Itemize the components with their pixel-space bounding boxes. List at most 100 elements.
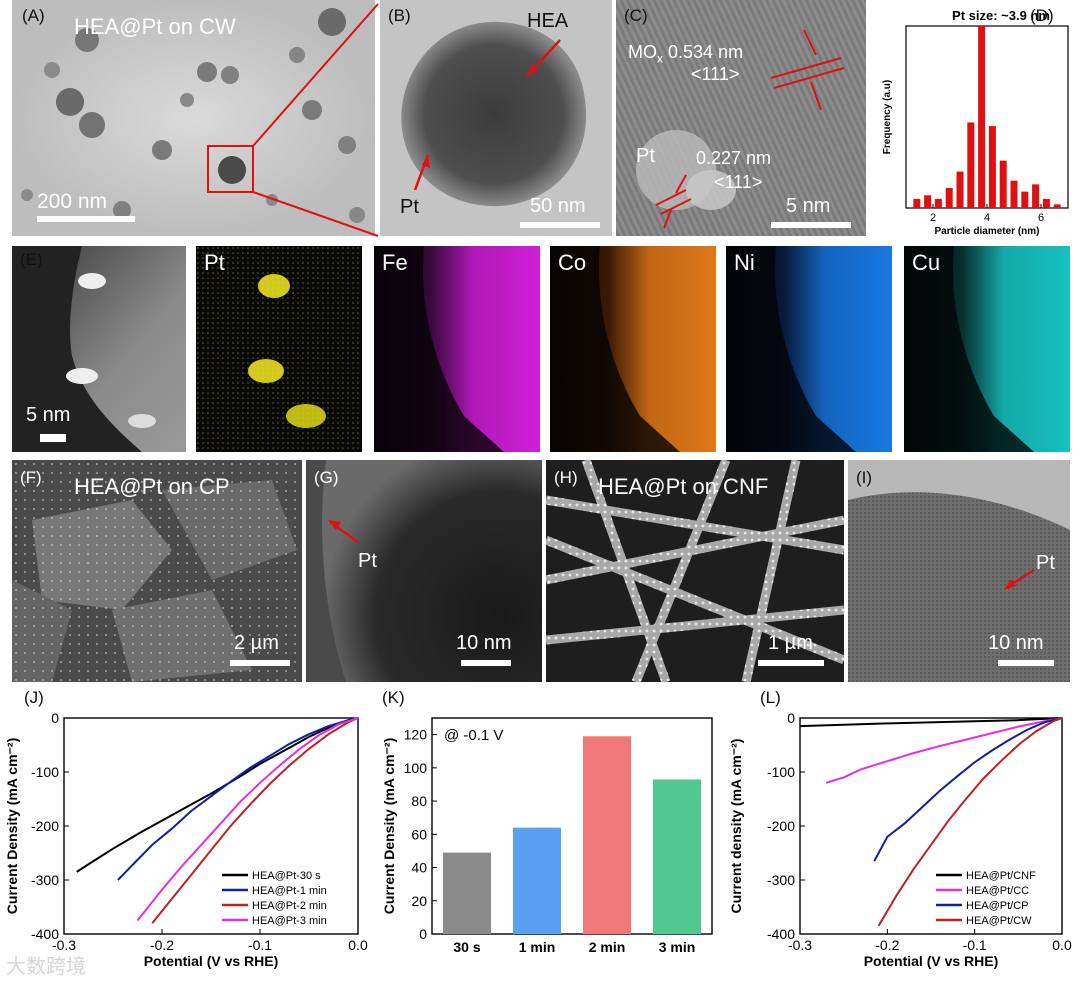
y-tick-label: 0 <box>419 926 427 942</box>
mox-label: MOx 0.534 nm <box>628 42 744 66</box>
chart-title: Pt size: ~3.9 nm <box>952 8 1050 23</box>
x-tick-label: 0.0 <box>1052 937 1072 953</box>
panel-b-tem-image: (B) HEA Pt 50 nm <box>380 0 612 236</box>
y-tick-label: 0 <box>787 710 795 726</box>
series-line <box>76 717 359 873</box>
histogram-bar <box>956 171 964 208</box>
zoom-box <box>207 145 254 193</box>
x-tick-label: 0.0 <box>348 937 368 953</box>
panel-label: (L) <box>760 688 781 707</box>
legend-label: HEA@Pt-30 s <box>252 870 321 882</box>
series-line <box>825 717 1063 784</box>
scale-bar <box>998 660 1054 666</box>
x-axis-label: Potential (V vs RHE) <box>864 953 999 969</box>
bar <box>583 736 631 934</box>
histogram-bar <box>1042 198 1050 208</box>
y-tick-label: 100 <box>404 760 428 776</box>
histogram-bar <box>913 198 921 208</box>
panel-title: HEA@Pt on CNF <box>598 474 769 499</box>
eds-map-co-fill <box>550 246 716 452</box>
panel-title: HEA@Pt on CP <box>74 474 230 499</box>
eds-map-cu-fill <box>904 246 1070 452</box>
series-line <box>151 717 359 924</box>
y-tick-label: -100 <box>31 764 59 780</box>
panel-b-particle <box>380 0 612 236</box>
x-tick-label: -0.1 <box>963 937 987 953</box>
y-tick-label: -100 <box>767 764 795 780</box>
series-line <box>799 717 1063 728</box>
y-tick-label: 80 <box>411 793 427 809</box>
x-axis-label: Particle diameter (nm) <box>934 226 1039 237</box>
x-tick-label: 3 min <box>659 939 696 955</box>
scale-bar-label: 1 µm <box>768 632 813 654</box>
bar <box>653 779 701 934</box>
eds-map-pt: Pt <box>196 246 362 452</box>
lsv-chart-j: -0.3 -0.2 -0.1 0.0 0 -100 -200 -300 -400 Potentia… <box>4 710 368 969</box>
scale-bar-label: 10 nm <box>456 632 512 654</box>
scale-bar <box>37 216 135 222</box>
eds-map-ni-fill <box>726 246 892 452</box>
y-axis-label: Current density (mA cm⁻²) <box>728 739 744 914</box>
pt-plane-label: <111> <box>714 172 763 192</box>
histogram-bar <box>999 160 1007 208</box>
panel-label: (E) <box>20 250 43 269</box>
y-axis-label: Current Density (mA cm⁻²) <box>381 738 397 914</box>
pt-label: Pt <box>400 196 419 218</box>
panel-i-tem-image: (I) Pt 10 nm <box>848 460 1070 682</box>
legend-label: HEA@Pt/CP <box>966 900 1029 912</box>
mox-plane-label: <111> <box>691 64 740 84</box>
panel-e-haadf-image: (E) 5 nm <box>12 246 186 452</box>
scale-bar <box>771 222 851 228</box>
panel-g-texture <box>306 460 542 682</box>
panel-label: (J) <box>24 688 44 707</box>
panel-label: (I) <box>856 468 873 487</box>
x-tick-label: 30 s <box>453 939 480 955</box>
lsv-chart-l: -0.3 -0.2 -0.1 0.0 0 -100 -200 -300 -400 Potentia… <box>728 710 1072 969</box>
plot-frame <box>431 717 713 935</box>
series-line <box>117 717 359 881</box>
y-tick-label: -200 <box>31 818 59 834</box>
histogram-bar <box>988 126 996 208</box>
x-tick-label: -0.3 <box>52 937 76 953</box>
y-tick-label: 0 <box>51 710 59 726</box>
x-tick-label: -0.1 <box>248 937 272 953</box>
eds-map-co: Co <box>550 246 716 452</box>
legend-label: HEA@Pt/CC <box>966 885 1029 897</box>
y-tick-label: 120 <box>404 727 428 743</box>
panel-label: (B) <box>388 6 411 25</box>
histogram-bar <box>1032 184 1040 208</box>
histogram-bar <box>967 122 975 208</box>
y-tick-label: -300 <box>31 872 59 888</box>
panel-c-lattice <box>616 0 866 236</box>
element-label-pt: Pt <box>204 250 225 275</box>
panel-k-bar-chart: 0 20 40 60 80 100 120 30 s 1 min 2 min 3 min @ -0.1… <box>372 688 724 978</box>
scale-bar-label: 5 nm <box>26 404 71 426</box>
eds-map-ni: Ni <box>726 246 892 452</box>
haadf-texture <box>12 246 186 452</box>
x-tick-label: 2 min <box>589 939 626 955</box>
legend-label: HEA@Pt-2 min <box>252 900 327 912</box>
series-line <box>136 717 359 922</box>
pt-label: Pt <box>358 550 377 572</box>
element-label-ni: Ni <box>734 250 755 275</box>
series-line <box>873 717 1063 862</box>
panel-f-texture <box>12 460 302 682</box>
hea-label: HEA <box>527 10 569 32</box>
watermark: 大数跨境 <box>6 954 86 978</box>
x-tick-label: 2 <box>930 212 936 224</box>
scale-bar <box>758 660 824 666</box>
panel-label: (C) <box>624 6 648 25</box>
x-axis-label: Potential (V vs RHE) <box>144 953 279 969</box>
scale-bar-label: 50 nm <box>530 195 586 217</box>
y-axis-label: Current Density (mA cm⁻²) <box>4 738 20 914</box>
bar-chart-k: 0 20 40 60 80 100 120 30 s 1 min 2 min 3 min @ -0.1… <box>381 717 713 955</box>
legend-label: HEA@Pt/CNF <box>966 870 1036 882</box>
pt-label: Pt <box>1036 552 1055 574</box>
y-tick-label: -400 <box>767 926 795 942</box>
pt-label: Pt <box>636 145 655 167</box>
panel-a-tem-image: (A) HEA@Pt on CW 200 nm <box>12 0 375 236</box>
panel-label: (G) <box>314 468 339 487</box>
legend-label: HEA@Pt-3 min <box>252 915 327 927</box>
scale-bar <box>40 434 66 442</box>
